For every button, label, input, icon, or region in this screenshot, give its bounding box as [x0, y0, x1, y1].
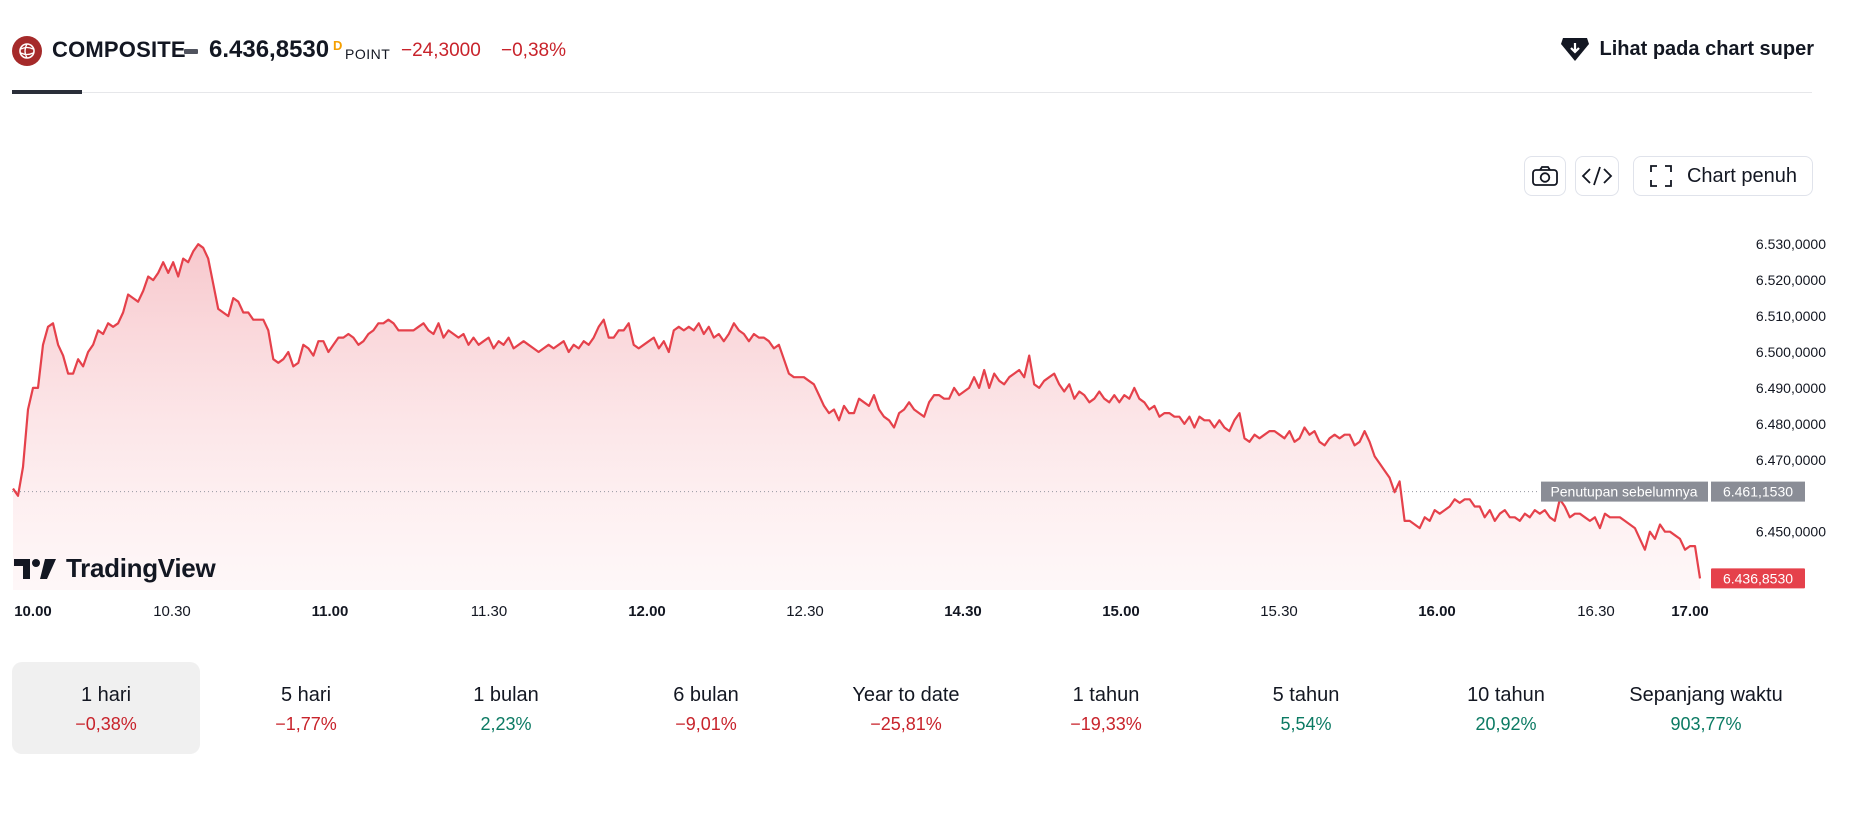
range-label: 6 bulan	[673, 684, 739, 706]
x-tick-label: 16.00	[1418, 603, 1456, 620]
unchanged-dash	[184, 49, 198, 54]
x-tick-label: 12.30	[786, 603, 824, 620]
fullscreen-icon	[1650, 165, 1672, 187]
embed-button[interactable]	[1575, 156, 1619, 196]
range-label: 5 tahun	[1272, 684, 1340, 706]
x-tick-label: 10.00	[14, 603, 52, 620]
snapshot-button[interactable]	[1524, 156, 1566, 196]
x-tick-label: 11.30	[471, 603, 507, 620]
range-change: 2,23%	[480, 714, 532, 734]
super-chart-link[interactable]: Lihat pada chart super	[1560, 36, 1815, 62]
fullscreen-button[interactable]: Chart penuh	[1633, 156, 1813, 196]
price-unit: POINT	[345, 46, 391, 62]
y-tick-label: 6.470,0000	[1756, 452, 1826, 468]
last-price-badge-label: 6.436,8530	[1723, 570, 1793, 586]
range-button[interactable]: 1 hari −0,38%	[12, 662, 200, 754]
y-tick-label: 6.520,0000	[1756, 272, 1826, 288]
previous-close-value-box	[1711, 481, 1805, 502]
range-change: −9,01%	[675, 714, 737, 734]
price-line	[12, 243, 1702, 579]
x-tick-label: 10.30	[153, 603, 191, 620]
camera-icon	[1532, 166, 1558, 186]
x-tick-label: 12.00	[628, 603, 666, 620]
x-tick-label: 16.30	[1577, 603, 1615, 620]
globe-icon	[19, 43, 35, 59]
active-tab-indicator	[12, 90, 82, 94]
range-button[interactable]: Sepanjang waktu 903,77%	[1612, 662, 1800, 754]
range-label: Sepanjang waktu	[1629, 684, 1783, 706]
y-tick-label: 6.500,0000	[1756, 344, 1826, 360]
header-divider	[12, 92, 1812, 93]
exchange-logo	[12, 36, 42, 66]
range-change: 903,77%	[1670, 714, 1742, 734]
range-label: 1 hari	[80, 684, 132, 706]
range-label: 1 tahun	[1072, 684, 1140, 706]
range-button[interactable]: 10 tahun 20,92%	[1412, 662, 1600, 754]
code-embed-icon	[1581, 166, 1613, 186]
last-price: 6.436,8530	[209, 36, 330, 63]
x-tick-label: 15.30	[1260, 603, 1298, 620]
range-change: 20,92%	[1475, 714, 1537, 734]
super-chart-label: Lihat pada chart super	[1599, 37, 1815, 60]
x-tick-label: 15.00	[1102, 603, 1140, 620]
range-button[interactable]: 5 hari −1,77%	[212, 662, 400, 754]
y-tick-label: 6.530,0000	[1756, 236, 1826, 252]
symbol-name: COMPOSITE	[52, 37, 186, 62]
price-change: −24,3000	[401, 40, 481, 61]
last-price-badge	[1711, 568, 1805, 589]
y-tick-label: 6.450,0000	[1756, 524, 1826, 540]
fullscreen-label: Chart penuh	[1686, 164, 1798, 187]
x-tick-label: 14.30	[944, 603, 982, 620]
range-label: Year to date	[852, 684, 960, 706]
range-button[interactable]: 1 bulan 2,23%	[412, 662, 600, 754]
range-label: 10 tahun	[1467, 684, 1545, 706]
previous-close-label: Penutupan sebelumnya	[1550, 484, 1697, 500]
range-change: −0,38%	[75, 714, 137, 734]
price-change-percent: −0,38%	[501, 40, 566, 61]
previous-close-value: 6.461,1530	[1723, 484, 1793, 500]
price-delay-badge: D	[333, 38, 343, 53]
range-button[interactable]: 5 tahun 5,54%	[1212, 662, 1400, 754]
range-change: 5,54%	[1280, 714, 1332, 734]
range-button[interactable]: 1 tahun −19,33%	[1012, 662, 1200, 754]
x-tick-label: 17.00	[1671, 603, 1709, 620]
tradingview-mark-icon	[14, 558, 56, 579]
x-tick-label: 11.00	[312, 603, 349, 620]
range-change: −19,33%	[1070, 714, 1142, 734]
y-tick-label: 6.490,0000	[1756, 380, 1826, 396]
price-area-fill	[13, 244, 1700, 590]
price-chart[interactable]: 6.530,0000 6.520,0000 6.510,0000 6.500,0000…	[0, 190, 1850, 640]
range-button[interactable]: Year to date −25,81%	[812, 662, 1000, 754]
range-change: −25,81%	[870, 714, 942, 734]
time-range-selector: 1 hari −0,38% 5 hari −1,77% 1 bulan 2,23% 6 bu…	[12, 662, 1812, 754]
range-label: 1 bulan	[473, 684, 539, 706]
y-tick-label: 6.510,0000	[1756, 308, 1826, 324]
tradingview-wordmark: TradingView	[66, 553, 216, 583]
range-change: −1,77%	[275, 714, 337, 734]
range-label: 5 hari	[280, 684, 332, 706]
y-tick-label: 6.480,0000	[1756, 416, 1826, 432]
super-chart-icon	[1560, 38, 1589, 61]
symbol-header: COMPOSITE 6.436,8530 D POINT −24,3000 −0…	[0, 0, 1850, 92]
tradingview-logo[interactable]: TradingView	[14, 553, 216, 584]
range-button[interactable]: 6 bulan −9,01%	[612, 662, 800, 754]
previous-close-label-box	[1541, 481, 1708, 502]
